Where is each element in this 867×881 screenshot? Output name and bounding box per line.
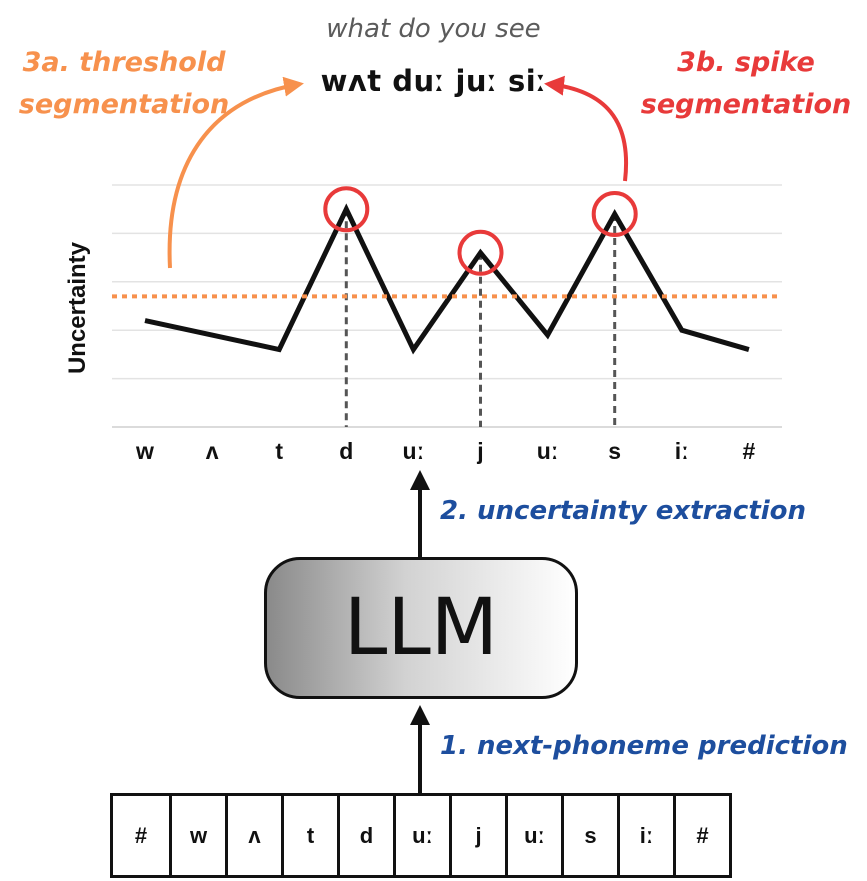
llm-box: LLM: [264, 557, 578, 699]
x-tick-label: ʌ: [205, 438, 219, 464]
input-phoneme-cell: #: [673, 796, 729, 875]
input-phoneme-cell: t: [281, 796, 337, 875]
uncertainty-extraction-label: 2. uncertainty extraction: [440, 496, 807, 526]
input-phoneme-cell: uː: [505, 796, 561, 875]
spike-segmentation-label: 3b. spike segmentation: [640, 47, 852, 120]
spike-drop-lines: [344, 209, 617, 427]
input-phoneme-cell: w: [169, 796, 225, 875]
spike-segmentation-arrow: [544, 75, 629, 182]
x-tick-label: j: [477, 438, 484, 464]
x-tick-label: uː: [402, 438, 425, 464]
spike-markers: [323, 186, 638, 276]
input-phoneme-cell: d: [337, 796, 393, 875]
phonemic-transcription: wʌt duː juː siː: [320, 64, 547, 98]
sentence-caption: what do you see: [326, 14, 541, 44]
input-phoneme-cell: uː: [393, 796, 449, 875]
input-phoneme-cell: iː: [617, 796, 673, 875]
spike-circle-j: [457, 229, 504, 276]
next-phoneme-prediction-label: 1. next-phoneme prediction: [440, 731, 848, 761]
x-tick-label: w: [136, 438, 154, 464]
input-phoneme-cell: s: [561, 796, 617, 875]
spike-circle-d: [323, 186, 370, 233]
input-phoneme-cell: j: [449, 796, 505, 875]
x-tick-label: d: [339, 438, 354, 464]
uncertainty-line: [144, 203, 750, 355]
x-tick-label: iː: [674, 438, 689, 464]
x-tick-label: uː: [536, 438, 559, 464]
x-tick-label: s: [608, 438, 622, 464]
y-axis-label: Uncertainty: [64, 241, 91, 375]
x-tick-label: #: [742, 438, 756, 464]
threshold-segmentation-arrow: [167, 76, 304, 269]
chart-gridlines: [112, 184, 782, 428]
input-phoneme-cell: #: [134, 822, 148, 848]
threshold-segmentation-label: 3a. threshold segmentation: [18, 47, 230, 120]
llm-label: LLM: [343, 583, 499, 673]
x-tick-label: t: [275, 438, 284, 464]
spike-circle-s: [591, 191, 638, 238]
input-phoneme-cell: ʌ: [225, 796, 281, 875]
input-phoneme-sequence: # w ʌ t d uː j uː s iː #: [110, 793, 732, 878]
